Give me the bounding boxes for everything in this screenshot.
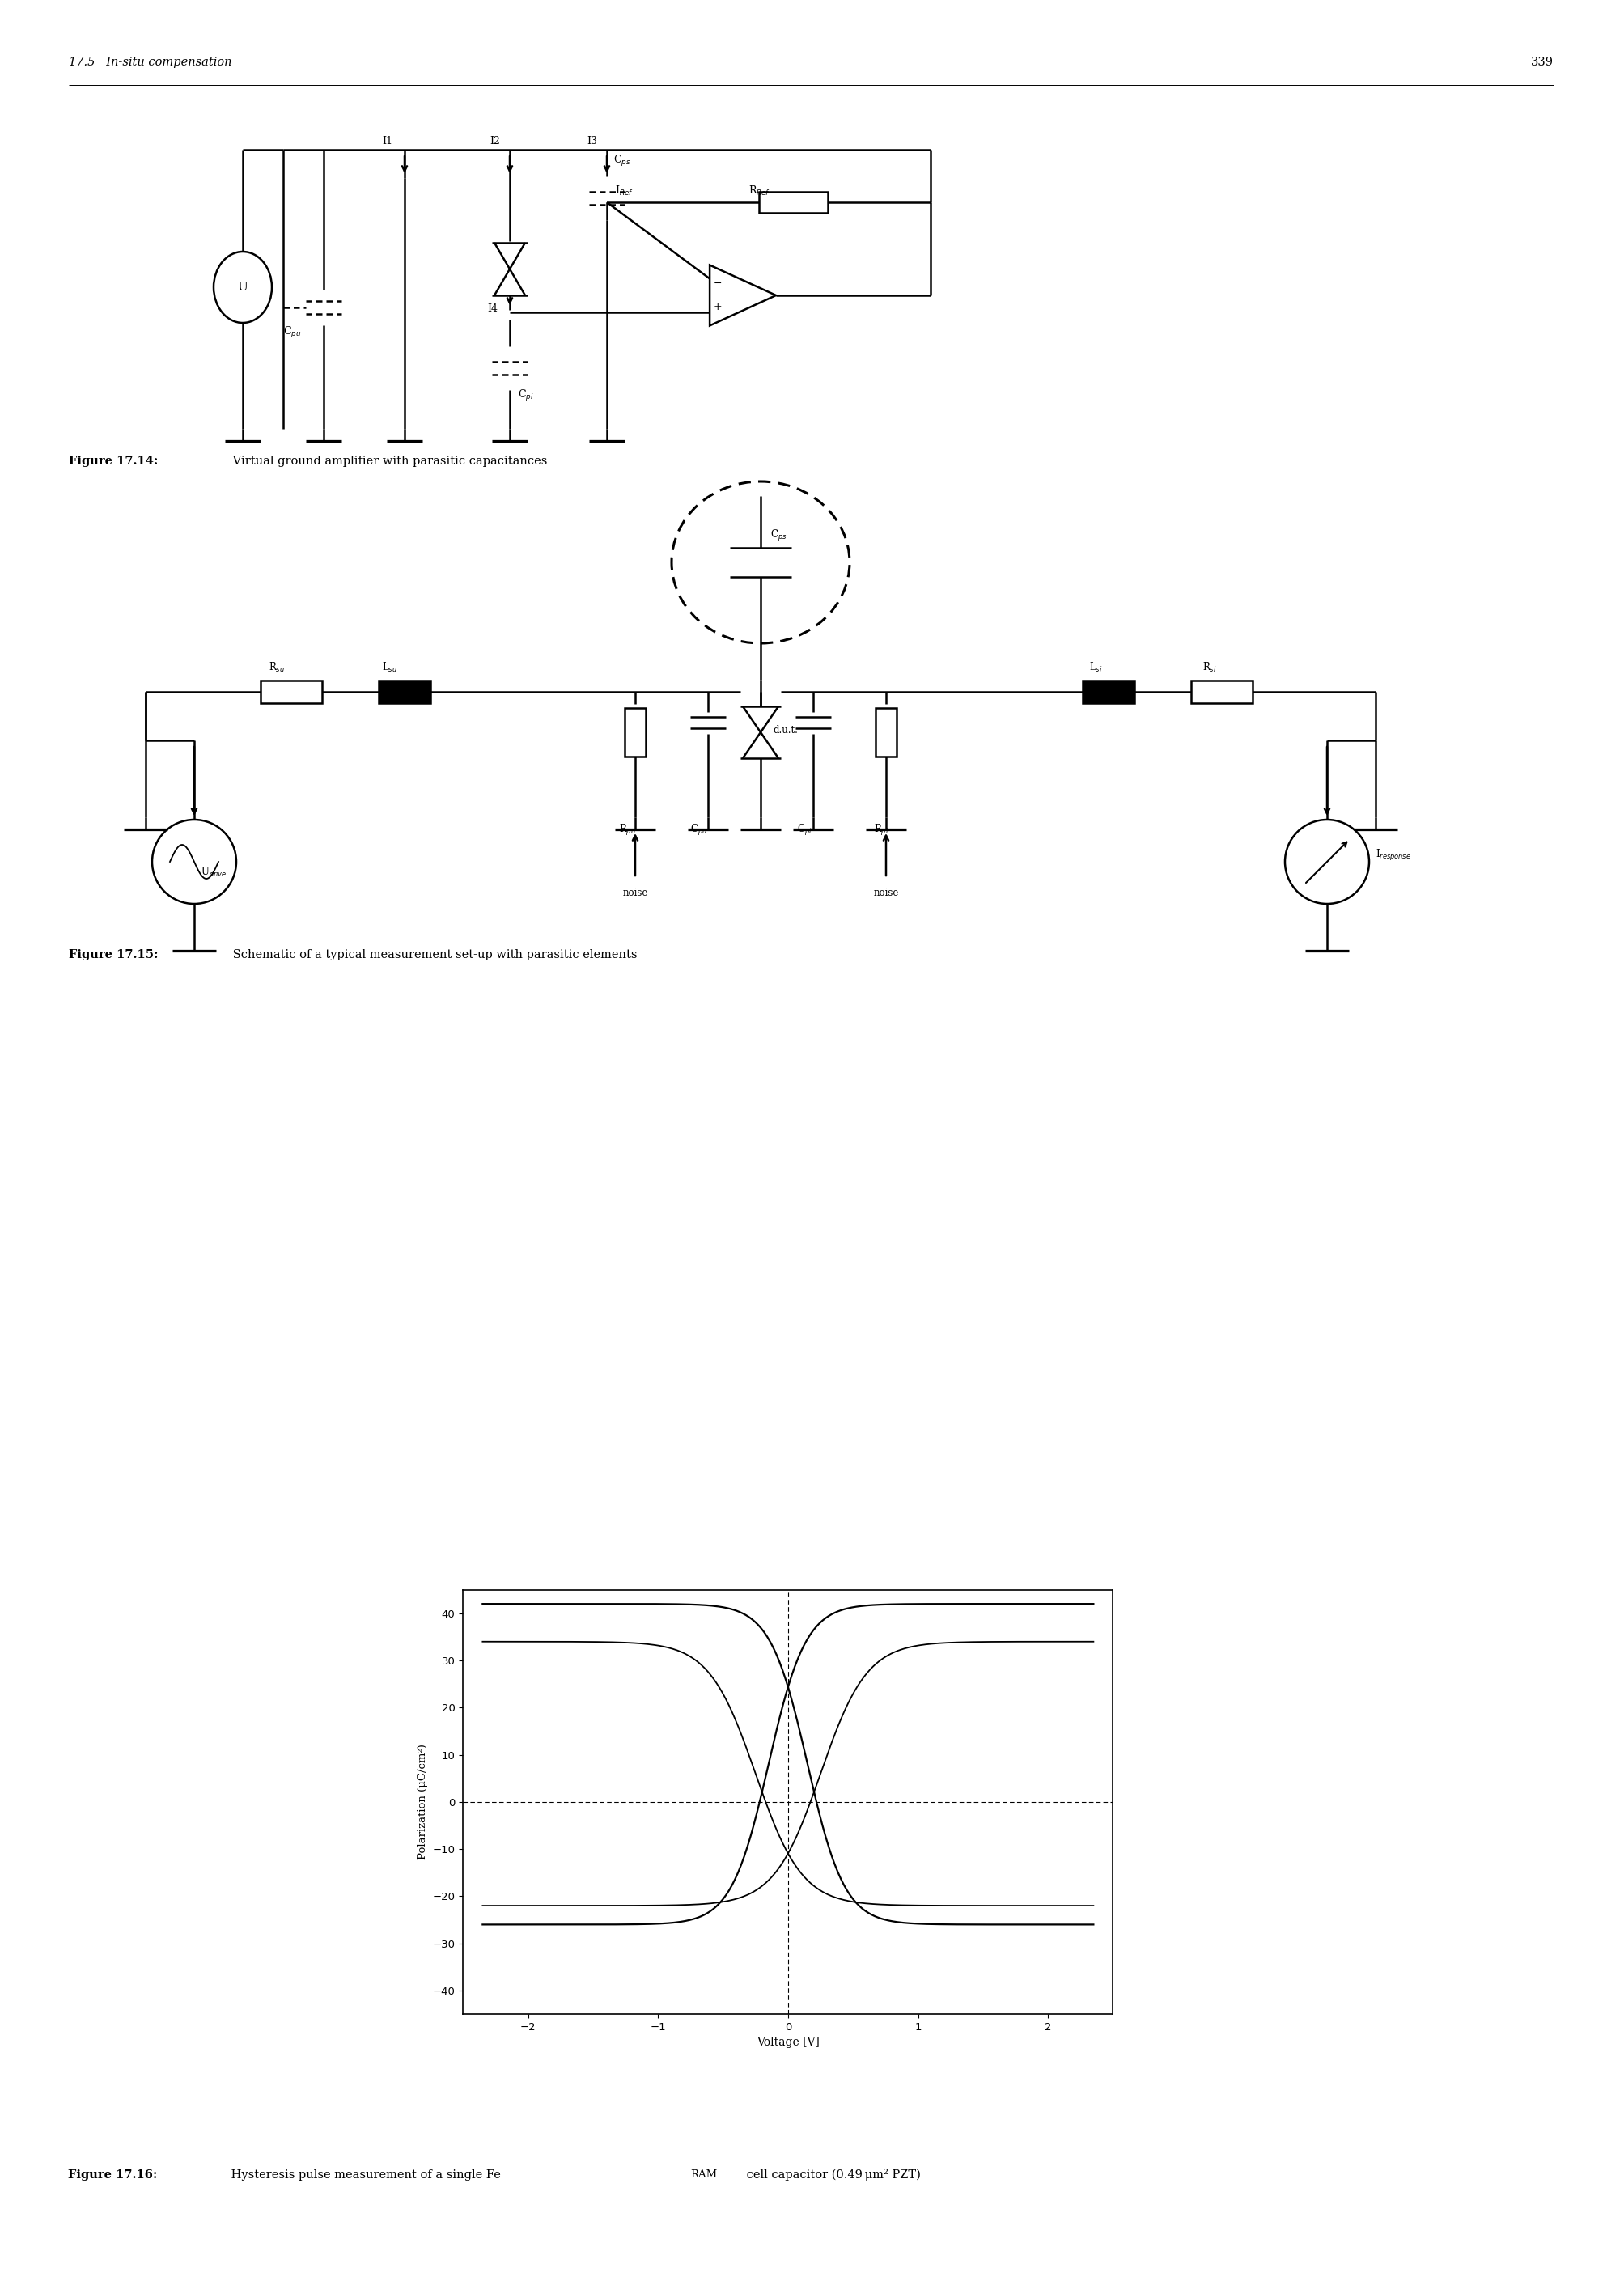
Text: Hysteresis pulse measurement of a single Fe: Hysteresis pulse measurement of a single…: [227, 2170, 500, 2179]
Text: Virtual ground amplifier with parasitic capacitances: Virtual ground amplifier with parasitic …: [229, 457, 547, 468]
Text: C$_{pi}$: C$_{pi}$: [518, 388, 534, 404]
Text: C$_{ps}$: C$_{ps}$: [770, 528, 786, 544]
Y-axis label: Polarization (μC/cm²): Polarization (μC/cm²): [417, 1743, 427, 1860]
Text: noise: noise: [874, 888, 898, 899]
Text: I4: I4: [487, 303, 497, 314]
Text: I$_{Ref}$: I$_{Ref}$: [614, 184, 633, 197]
Text: −: −: [713, 280, 721, 289]
Text: C$_{pu}$: C$_{pu}$: [283, 326, 300, 340]
Text: Schematic of a typical measurement set-up with parasitic elements: Schematic of a typical measurement set-u…: [229, 950, 637, 961]
Text: 339: 339: [1530, 57, 1553, 69]
Text: U$_{drive}$: U$_{drive}$: [201, 865, 227, 879]
Text: +: +: [713, 301, 721, 312]
FancyBboxPatch shape: [260, 681, 322, 704]
Text: Figure 17.16:: Figure 17.16:: [68, 2170, 158, 2179]
Text: C$_{pi}$: C$_{pi}$: [797, 824, 812, 837]
Text: R$_{Ref}$: R$_{Ref}$: [749, 184, 770, 197]
Text: L$_{su}$: L$_{su}$: [382, 661, 398, 674]
FancyBboxPatch shape: [1190, 681, 1252, 704]
Text: 17.5   In-situ compensation: 17.5 In-situ compensation: [68, 57, 232, 69]
Text: L$_{si}$: L$_{si}$: [1088, 661, 1103, 674]
Text: Figure 17.14:: Figure 17.14:: [68, 457, 158, 468]
Text: I3: I3: [586, 135, 598, 147]
Text: I2: I2: [489, 135, 500, 147]
Text: R$_{pi}$: R$_{pi}$: [874, 824, 888, 837]
Text: RAM: RAM: [690, 2170, 718, 2179]
X-axis label: Voltage [V]: Voltage [V]: [757, 2037, 818, 2049]
FancyBboxPatch shape: [1082, 681, 1134, 704]
Text: cell capacitor (0.49 μm² PZT): cell capacitor (0.49 μm² PZT): [742, 2168, 919, 2182]
Text: R$_{pu}$: R$_{pu}$: [619, 824, 635, 837]
FancyBboxPatch shape: [378, 681, 430, 704]
Text: d.u.t.: d.u.t.: [773, 725, 797, 736]
Text: R$_{si}$: R$_{si}$: [1202, 661, 1216, 674]
Text: R$_{su}$: R$_{su}$: [268, 661, 284, 674]
FancyBboxPatch shape: [758, 193, 827, 213]
Text: noise: noise: [622, 888, 648, 899]
Text: Figure 17.15:: Figure 17.15:: [68, 950, 158, 961]
FancyBboxPatch shape: [875, 709, 896, 757]
FancyBboxPatch shape: [624, 709, 645, 757]
Text: I1: I1: [382, 135, 393, 147]
Text: C$_{pu}$: C$_{pu}$: [690, 824, 706, 837]
Text: C$_{ps}$: C$_{ps}$: [612, 154, 630, 167]
Text: U: U: [237, 282, 248, 294]
Text: I$_{response}$: I$_{response}$: [1376, 849, 1410, 863]
